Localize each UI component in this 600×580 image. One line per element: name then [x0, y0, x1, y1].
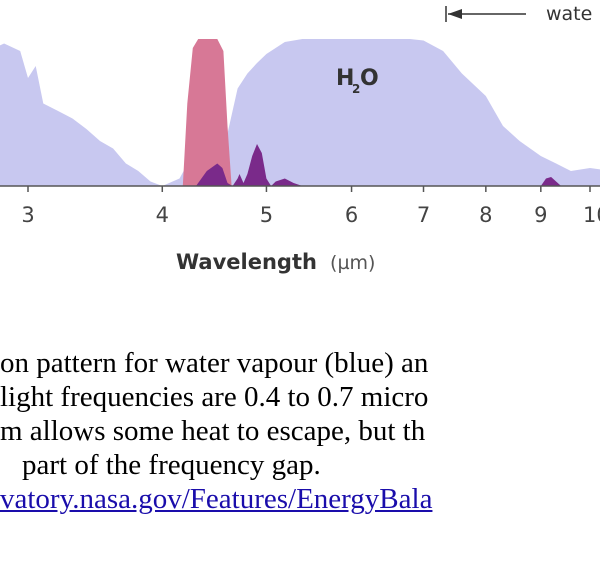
- arrow-label: wate: [546, 3, 592, 25]
- caption: on pattern for water vapour (blue) an li…: [0, 346, 600, 516]
- series-area-1: [0, 39, 600, 186]
- source-link[interactable]: vatory.nasa.gov/Features/EnergyBala: [0, 483, 433, 515]
- caption-line-4: part of the frequency gap.: [22, 449, 321, 481]
- x-tick-label: 9: [534, 203, 547, 227]
- caption-source-link[interactable]: vatory.nasa.gov/Features/EnergyBala: [0, 482, 600, 516]
- absorption-areas: [0, 39, 600, 186]
- x-axis-title-unit: (µm): [330, 252, 375, 274]
- series-area-4: [540, 177, 562, 186]
- x-tick-label: 10: [583, 203, 600, 227]
- x-axis-ticks: 3 4 5 6 7 8 9 10: [21, 186, 600, 227]
- x-tick-label: 3: [21, 203, 34, 227]
- series-area-3: [196, 144, 303, 186]
- x-axis-title: Wavelength (µm): [176, 250, 375, 274]
- absorption-chart: 3 4 5 6 7 8 9 10 H 2 O wate Wavelength (µm): [0, 3, 600, 274]
- arrow-head: [448, 9, 462, 19]
- x-tick-label: 7: [417, 203, 430, 227]
- caption-line-1: on pattern for water vapour (blue) an: [0, 347, 429, 379]
- series-area-2: [182, 39, 232, 186]
- caption-line-2: light frequencies are 0.4 to 0.7 micro: [0, 381, 429, 413]
- x-tick-label: 4: [156, 203, 169, 227]
- x-axis-title-text: Wavelength: [176, 250, 317, 274]
- caption-line-3: m allows some heat to escape, but th: [0, 415, 426, 447]
- x-tick-label: 5: [260, 203, 273, 227]
- band-label-h: H: [336, 66, 354, 91]
- x-tick-label: 6: [345, 203, 358, 227]
- x-tick-label: 8: [479, 203, 492, 227]
- band-label-subscript: 2: [352, 82, 360, 96]
- band-label-o: O: [360, 66, 379, 91]
- band-label: H: [336, 66, 354, 91]
